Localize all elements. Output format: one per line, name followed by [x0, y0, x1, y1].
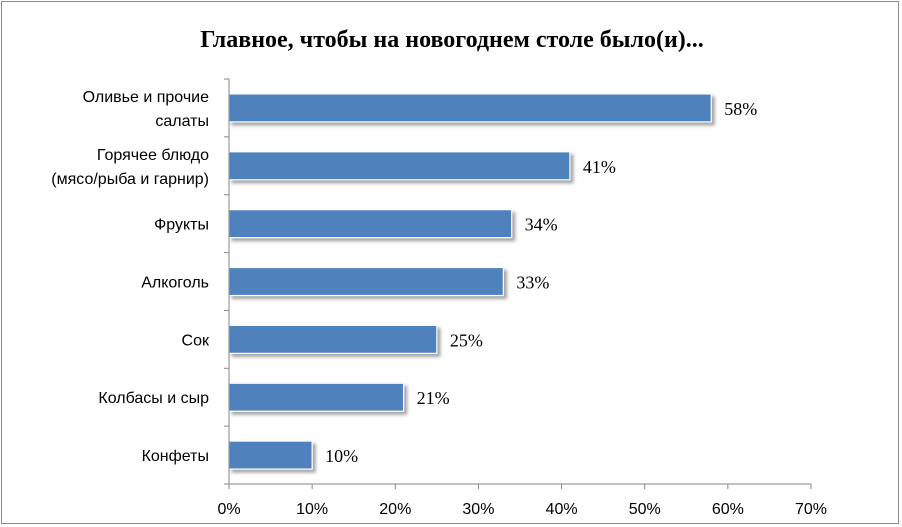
bar-1 [228, 151, 571, 181]
data-label-3: 33% [516, 273, 549, 293]
data-label-4: 25% [450, 330, 483, 350]
category-label-line: Сок [182, 332, 210, 349]
x-tick-label-2: 20% [379, 501, 411, 518]
chart-title: Главное, чтобы на новогоднем столе было(… [200, 27, 704, 53]
category-label-line: салаты [155, 113, 209, 130]
bars-layer [228, 93, 712, 470]
x-tick-label-6: 60% [712, 501, 744, 518]
x-tick-label-0: 0% [217, 501, 240, 518]
category-label-line: Горячее блюдо [97, 147, 209, 164]
bar-5 [228, 382, 405, 412]
data-label-1: 41% [583, 157, 616, 177]
category-label-5: Колбасы и сыр [98, 390, 209, 407]
x-tick-label-5: 50% [629, 501, 661, 518]
bar-3 [228, 266, 504, 297]
category-label-4: Сок [182, 332, 210, 349]
data-label-5: 21% [417, 388, 450, 408]
category-label-line: Оливье и прочие [83, 89, 209, 106]
category-label-line: (мясо/рыба и гарнир) [51, 171, 209, 188]
data-label-2: 34% [525, 215, 558, 235]
category-label-line: Конфеты [142, 448, 209, 465]
bar-4 [228, 324, 438, 354]
category-label-0: Оливье и прочие салаты [83, 89, 209, 130]
bar-0 [228, 93, 712, 123]
data-label-6: 10% [325, 446, 358, 466]
category-label-2: Фрукты [154, 217, 209, 234]
category-label-3: Алкоголь [141, 275, 209, 292]
axis-layer [224, 78, 812, 489]
category-label-1: Горячее блюдо (мясо/рыба и гарнир) [51, 147, 209, 188]
x-tick-label-4: 40% [546, 501, 578, 518]
data-label-0: 58% [724, 99, 757, 119]
category-label-line: Фрукты [154, 217, 209, 234]
category-label-line: Алкоголь [141, 275, 209, 292]
bar-2 [228, 209, 513, 239]
category-label-6: Конфеты [142, 448, 209, 465]
x-tick-label-1: 10% [296, 501, 328, 518]
x-tick-label-7: 70% [795, 501, 827, 518]
x-tick-label-3: 30% [462, 501, 494, 518]
category-label-line: Колбасы и сыр [98, 390, 209, 407]
bar-6 [228, 440, 313, 470]
labels-layer: 58% Оливье и прочие салаты 41% Горячее блюдо… [51, 89, 827, 518]
